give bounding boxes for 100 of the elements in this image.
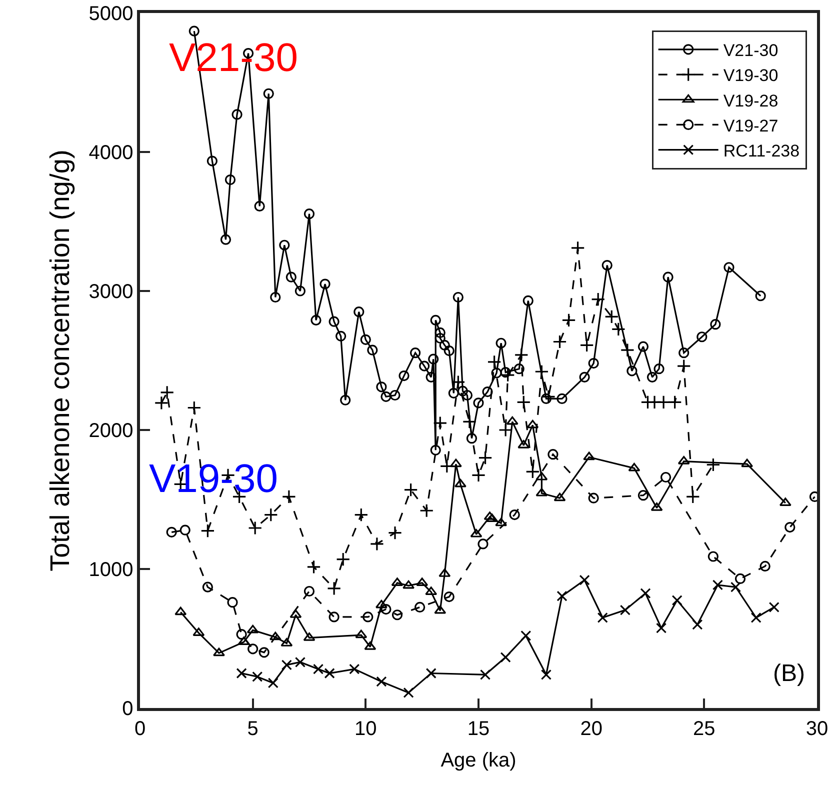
y-tick-label: 1000 [88,559,134,581]
point [500,652,511,663]
point [212,648,225,656]
point [760,560,770,572]
point [506,416,518,425]
point [462,414,477,429]
point [414,602,426,613]
point [730,582,742,592]
point [236,668,247,679]
point [548,449,558,460]
point [375,600,388,608]
point [324,668,335,679]
point [370,536,384,552]
y-tick-label: 2000 [88,420,134,442]
y-tick-label: 4000 [88,142,134,164]
y-tick-label: 3000 [88,281,134,303]
point [376,676,387,687]
y-tick-label: 0 [122,698,134,720]
point [227,597,238,608]
point [355,630,368,638]
point [380,604,392,615]
point [678,456,690,464]
y-tick-label: 5000 [88,3,134,25]
point [362,612,374,622]
x-tick-label: 5 [247,718,258,740]
point [294,656,306,668]
point [269,632,282,640]
x-tick-label: 30 [806,718,828,740]
point [509,509,520,520]
point [597,612,608,623]
x-tick-label: 20 [580,718,602,740]
point [656,622,667,634]
x-tick-label: 25 [693,718,716,740]
point [246,624,259,634]
point [478,450,492,465]
point [588,492,599,504]
point [433,416,448,430]
point [444,592,454,602]
point [579,574,590,586]
point [620,604,630,616]
point [187,400,202,415]
point [498,422,513,438]
point [660,472,672,483]
point [174,606,187,616]
point [554,492,566,502]
legend-label: V21-30 [723,41,778,60]
point [611,322,626,336]
point [248,520,262,536]
point [516,395,531,410]
point [486,514,498,522]
point [434,605,446,614]
x-axis-title: Age (ka) [440,749,516,772]
point [672,594,682,606]
point [741,458,754,468]
point [268,678,278,688]
point [706,458,720,472]
point [236,629,247,640]
point [604,310,619,324]
point [640,588,651,599]
point [326,581,342,596]
point [591,292,606,306]
point [281,660,292,670]
y-axis-title: Total alkenone concentration (ng/g) [44,150,75,572]
point [392,610,403,620]
point [264,508,278,522]
point [692,619,703,630]
point [668,395,682,410]
point [306,560,321,574]
point [638,490,649,501]
point [328,612,340,622]
point [312,664,324,674]
point [426,668,436,679]
point [470,528,482,538]
point [628,462,640,472]
point [180,524,190,536]
point [258,647,270,658]
point [354,508,368,522]
legend-label: V19-30 [723,66,778,86]
point [784,522,796,533]
point [656,395,671,410]
point [487,354,502,369]
annotation: (B) [773,660,805,687]
point [556,590,568,602]
point [238,636,250,646]
point [734,573,746,584]
point [154,396,169,410]
point [580,338,594,352]
point [686,490,700,504]
point [570,240,585,256]
point [536,472,548,480]
point [526,464,540,479]
point [500,368,515,382]
x-tick-label: 10 [354,718,377,740]
point [420,504,434,518]
point [768,602,780,613]
point [526,420,539,428]
x-tick-label: 15 [467,718,490,740]
point [708,551,718,562]
point [304,586,315,597]
point [520,630,532,642]
